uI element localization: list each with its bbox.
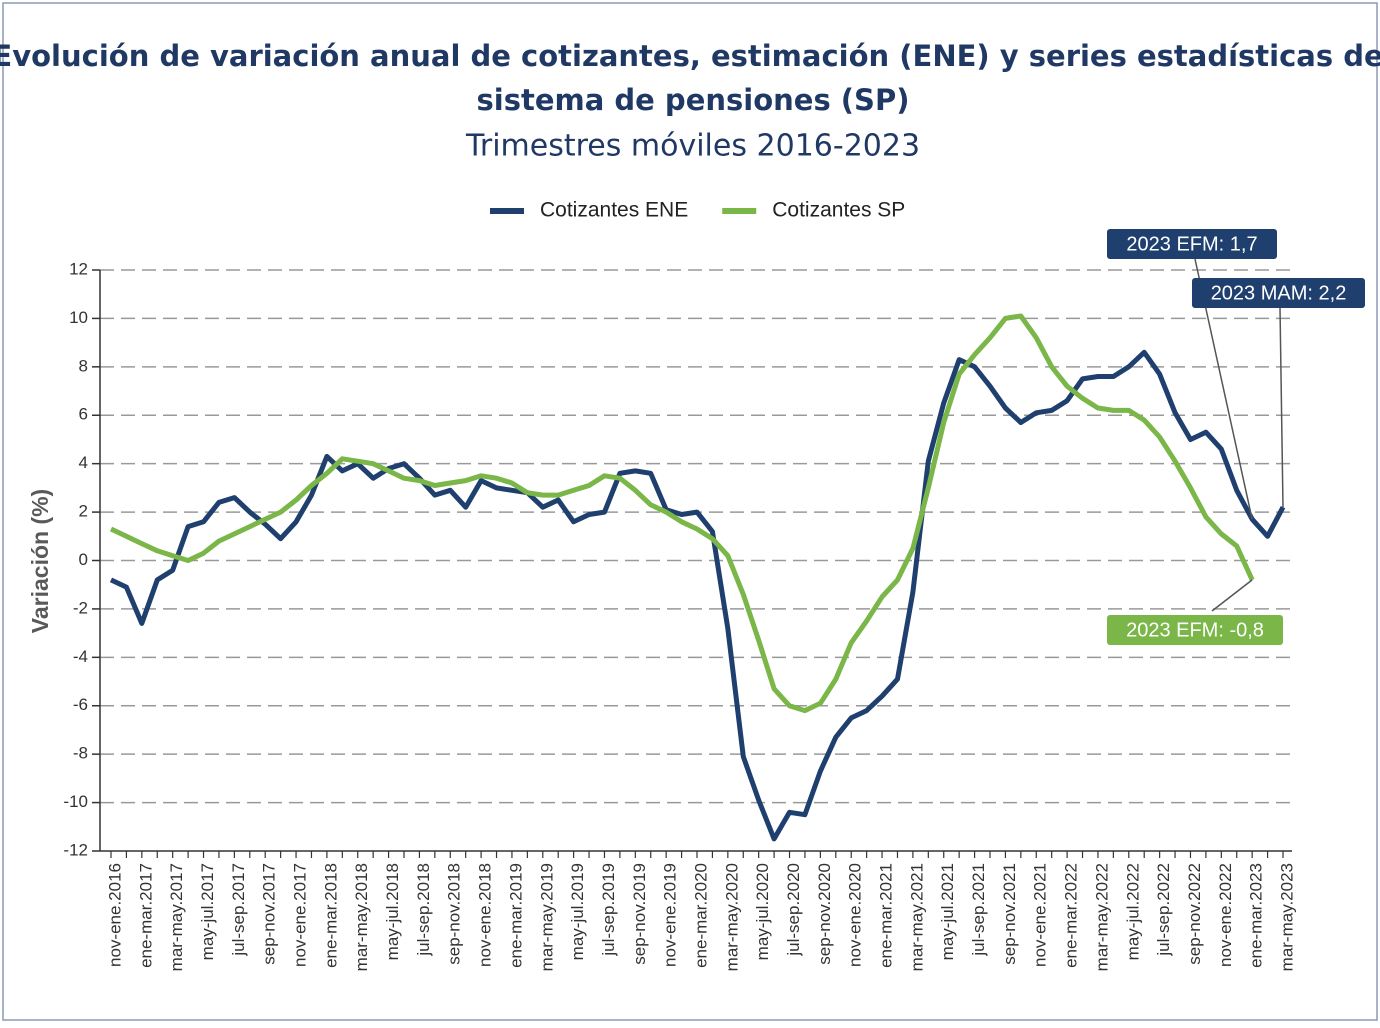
x-tick-label: mar-may.2020: [722, 863, 741, 971]
legend-label: Cotizantes ENE: [540, 199, 688, 222]
x-tick-label: may-jul.2020: [753, 863, 772, 960]
x-tick-label: may-jul.2022: [1123, 863, 1142, 960]
x-tick-label: mar-may.2022: [1092, 863, 1111, 971]
x-tick-label: sep-nov.2017: [260, 863, 279, 965]
annotation-text: 2023 EFM: 1,7: [1126, 233, 1257, 255]
y-tick-label: -10: [63, 792, 88, 811]
y-tick-label: -6: [73, 695, 88, 714]
x-tick-label: ene-mar.2018: [321, 863, 340, 968]
x-tick-label: may-jul.2018: [383, 863, 402, 960]
y-tick-label: 4: [79, 453, 88, 472]
x-tick-label: nov-ene.2016: [105, 863, 124, 967]
x-tick-label: ene-mar.2023: [1247, 863, 1266, 968]
x-tick-label: mar-may.2019: [537, 863, 556, 971]
x-tick-label: mar-may.2023: [1277, 863, 1296, 971]
x-tick-label: may-jul.2019: [568, 863, 587, 960]
chart-title: Evolución de variación anual de cotizant…: [0, 39, 1380, 117]
x-tick-label: nov-ene.2022: [1216, 863, 1235, 967]
x-tick-label: sep-nov.2021: [1000, 863, 1019, 965]
chart-subtitle: Trimestres móviles 2016-2023: [465, 129, 920, 164]
x-tick-label: nov-ene.2018: [476, 863, 495, 967]
x-tick-label: ene-mar.2019: [506, 863, 525, 968]
x-tick-label: jul-sep.2017: [229, 863, 248, 957]
x-tick-label: sep-nov.2020: [815, 863, 834, 965]
y-tick-label: 10: [69, 308, 88, 327]
annotation-text: 2023 EFM: -0,8: [1126, 619, 1264, 641]
x-tick-label: mar-may.2021: [907, 863, 926, 971]
annotation-leader: [1279, 307, 1284, 508]
series-line: [109, 349, 1286, 842]
y-tick-label: -12: [63, 840, 88, 859]
x-tick-label: jul-sep.2018: [414, 863, 433, 957]
x-tick-label: mar-may.2018: [352, 863, 371, 971]
x-tick-label: sep-nov.2018: [445, 863, 464, 965]
legend-label: Cotizantes SP: [772, 199, 905, 222]
x-tick-label: nov-ene.2020: [846, 863, 865, 967]
annotation-leader: [1211, 579, 1253, 612]
annotation-box: [1192, 278, 1365, 308]
annotation-text: 2023 MAM: 2,2: [1211, 282, 1347, 304]
annotation-box: [1107, 615, 1283, 645]
x-tick-label: nov-ene.2019: [661, 863, 680, 967]
y-tick-label: 6: [79, 405, 88, 424]
x-tick-label: nov-ene.2017: [291, 863, 310, 967]
y-tick-label: 2: [79, 502, 88, 521]
x-tick-label: mar-may.2017: [167, 863, 186, 971]
annotation-box: [1107, 229, 1277, 259]
y-tick-label: -2: [73, 598, 88, 617]
y-tick-label: 8: [79, 356, 88, 375]
y-tick-label: -8: [73, 744, 88, 763]
y-tick-label: -4: [73, 647, 88, 666]
y-tick-label: 0: [79, 550, 88, 569]
x-tick-label: nov-ene.2021: [1031, 863, 1050, 967]
x-tick-label: may-jul.2017: [198, 863, 217, 960]
y-tick-label: 12: [69, 259, 88, 278]
series-line: [109, 313, 1255, 714]
y-axis-label: Variación (%): [27, 489, 53, 633]
x-tick-label: may-jul.2021: [938, 863, 957, 960]
x-tick-label: jul-sep.2019: [599, 863, 618, 957]
x-tick-label: ene-mar.2022: [1062, 863, 1081, 968]
x-tick-label: jul-sep.2020: [784, 863, 803, 957]
x-tick-label: ene-mar.2020: [691, 863, 710, 968]
x-tick-label: jul-sep.2022: [1154, 863, 1173, 957]
x-tick-label: ene-mar.2021: [877, 863, 896, 968]
x-tick-label: jul-sep.2021: [969, 863, 988, 957]
x-tick-label: sep-nov.2019: [630, 863, 649, 965]
x-tick-label: sep-nov.2022: [1185, 863, 1204, 965]
x-tick-label: ene-mar.2017: [136, 863, 155, 968]
